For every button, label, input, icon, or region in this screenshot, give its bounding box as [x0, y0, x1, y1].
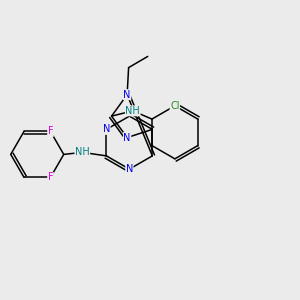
Text: Cl: Cl [170, 101, 180, 111]
Text: NH: NH [125, 106, 140, 116]
Text: N: N [126, 164, 133, 174]
Text: F: F [48, 172, 53, 182]
Text: N: N [103, 124, 110, 134]
Text: N: N [123, 133, 131, 142]
Text: NH: NH [75, 147, 90, 158]
Text: N: N [123, 90, 131, 100]
Text: F: F [48, 127, 53, 136]
